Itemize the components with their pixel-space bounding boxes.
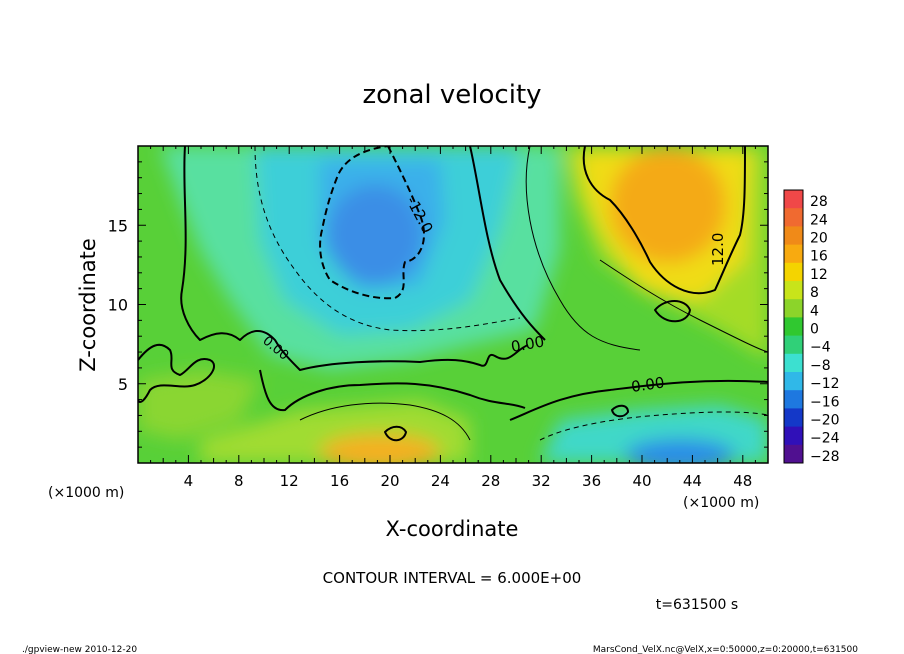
- contour-zero-bottomright: [509, 379, 768, 421]
- x-axis: 4 8 12 16 20 24 28 32 36 40 44 48: [150, 146, 756, 490]
- colorbar-tick-label: −20: [810, 413, 840, 429]
- x-tick-label: 48: [733, 472, 752, 490]
- field-core-negative: [327, 185, 423, 285]
- footer-left: ./gpview-new 2010-12-20: [22, 645, 137, 654]
- y-axis-label: Z-coordinate: [76, 238, 100, 372]
- contour-zero-lower: [259, 369, 526, 412]
- colorbar-segment: [784, 262, 803, 282]
- contours: [138, 146, 768, 442]
- y-tick-label: 15: [108, 216, 128, 235]
- colorbar-tick-label: 20: [810, 231, 828, 247]
- x-tick-label: 36: [582, 472, 601, 490]
- x-tick-label: 8: [234, 472, 244, 490]
- field-core-bottom-pos: [320, 434, 440, 463]
- chart-title: zonal velocity: [362, 80, 541, 110]
- colorbar-segment: [784, 444, 803, 464]
- x-tick-label: 12: [280, 472, 299, 490]
- x-axis-label: X-coordinate: [386, 517, 519, 541]
- contour-label-pos12: 12.0: [709, 233, 727, 266]
- velocity-field: [138, 146, 768, 463]
- y-axis: 5 10 15: [108, 161, 768, 448]
- contour-island-2: [611, 404, 629, 418]
- colorbar-segment: [784, 372, 803, 391]
- x-tick-label: 20: [380, 472, 399, 490]
- x-unit-right: (×1000 m): [683, 495, 759, 511]
- colorbar-tick-label: 28: [810, 194, 828, 210]
- contour-label-zero-2: 0.00: [630, 373, 666, 395]
- colorbar-tick-label: −24: [810, 431, 840, 447]
- contour-pos6-lower: [299, 402, 471, 441]
- x-tick-label: 40: [632, 472, 651, 490]
- contour-island-1: [384, 425, 407, 442]
- y-tick-label: 5: [118, 375, 128, 394]
- colorbar-tick-label: −28: [810, 449, 840, 465]
- x-tick-label: 16: [330, 472, 349, 490]
- contour-neg6-upper: [254, 146, 521, 332]
- colorbar-tick-label: 4: [810, 303, 819, 319]
- colorbar-segment: [784, 353, 803, 373]
- colorbar: 28 24 20 16 12 8 4 0 −4 −8 −12 −16 −20 −24 −28: [783, 189, 840, 465]
- x-tick-label: 44: [683, 472, 702, 490]
- x-tick-label: 28: [481, 472, 500, 490]
- colorbar-segment: [784, 226, 803, 246]
- colorbar-segment: [784, 426, 803, 446]
- contour-pos6-right: [599, 259, 768, 353]
- contour-neg6-lower: [539, 411, 768, 441]
- contour-pos12: [582, 146, 746, 295]
- colorbar-frame: [783, 189, 804, 464]
- x-tick-label: 24: [431, 472, 450, 490]
- time-label: t=631500 s: [656, 597, 738, 613]
- colorbar-segment: [784, 244, 803, 264]
- colorbar-tick-label: −8: [810, 358, 831, 374]
- contour-pos6-edge: [525, 146, 641, 351]
- colorbar-segment: [784, 317, 803, 337]
- colorbar-tick-label: 12: [810, 267, 828, 283]
- x-unit-left: (×1000 m): [48, 485, 124, 501]
- colorbar-segment: [784, 299, 803, 318]
- colorbar-segment: [784, 408, 803, 428]
- contour-interval-note: CONTOUR INTERVAL = 6.000E+00: [323, 569, 582, 587]
- colorbar-tick-label: −4: [810, 340, 831, 356]
- colorbar-segment: [784, 208, 803, 227]
- contour-neg12: [319, 146, 425, 300]
- x-tick-label: 32: [532, 472, 551, 490]
- colorbar-segment: [784, 335, 803, 355]
- contour-label-zero-1: 0.00: [510, 332, 546, 356]
- colorbar-segment: [784, 190, 803, 209]
- contour-pos12-island: [654, 300, 691, 323]
- colorbar-tick-label: 24: [810, 212, 828, 228]
- x-tick-label: 4: [184, 472, 194, 490]
- colorbar-segment: [784, 281, 803, 300]
- contour-left-cluster: [138, 343, 215, 403]
- colorbar-tick-label: 8: [810, 285, 819, 301]
- y-tick-label: 10: [108, 296, 128, 315]
- colorbar-tick-label: −12: [810, 376, 840, 392]
- colorbar-tick-label: 0: [810, 322, 819, 338]
- colorbar-tick-label: −16: [810, 394, 840, 410]
- colorbar-segment: [784, 390, 803, 409]
- field-core-positive: [610, 147, 726, 263]
- contour-zero-right: [469, 146, 546, 341]
- field-core-bottom-neg: [625, 439, 735, 463]
- footer-right: MarsCond_VelX.nc@VelX,x=0:50000,z=0:2000…: [593, 645, 858, 654]
- contour-zero-upper: [180, 146, 529, 371]
- field-region-left-pos: [138, 370, 260, 440]
- colorbar-tick-label: 16: [810, 249, 828, 265]
